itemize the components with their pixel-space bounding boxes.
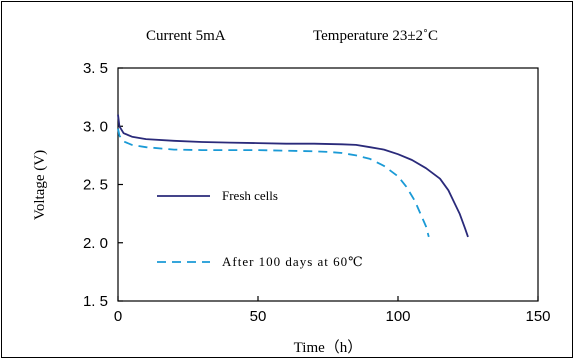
x-tick-label: 100 <box>385 308 410 325</box>
x-tick-label: 0 <box>114 308 122 325</box>
x-tick-label: 50 <box>250 308 267 325</box>
header-temperature: Temperature 23±2˚C <box>313 28 438 44</box>
y-tick-label: 2. 5 <box>83 177 108 194</box>
y-axis: 1. 5 2. 0 2. 5 3. 0 3. 5 <box>83 60 123 310</box>
y-tick-label: 2. 0 <box>83 235 108 252</box>
series-line-fresh-cells <box>117 114 469 238</box>
y-tick-label: 3. 5 <box>83 60 108 77</box>
legend: Fresh cells After 100 days at 60℃ <box>157 188 364 269</box>
series-layer <box>117 114 469 238</box>
x-axis: 0 50 100 150 <box>114 296 551 325</box>
y-tick-label: 1. 5 <box>83 293 108 310</box>
legend-label-after-storage: After 100 days at 60℃ <box>222 254 364 269</box>
legend-label-fresh-cells: Fresh cells <box>222 188 278 203</box>
header-current: Current 5mA <box>146 28 226 44</box>
x-axis-label: Time（h） <box>294 339 363 356</box>
y-axis-label: Voltage (V) <box>32 150 48 220</box>
y-tick-label: 3. 0 <box>83 118 108 135</box>
series-line-after-storage <box>117 128 430 238</box>
x-tick-label: 150 <box>525 308 550 325</box>
